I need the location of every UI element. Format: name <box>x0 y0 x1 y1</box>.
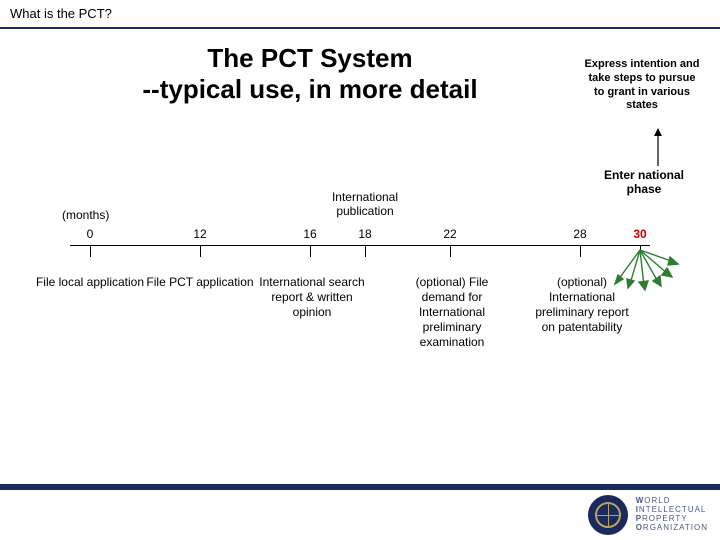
timeline-tick-label: 16 <box>303 227 316 241</box>
timeline-tick <box>200 245 201 257</box>
timeline-diagram: (months) 0121618222830International publ… <box>40 190 700 430</box>
timeline-above-label: International publication <box>315 190 415 219</box>
timeline-axis <box>70 245 650 246</box>
footer: WORLD INTELLECTUAL PROPERTY ORGANIZATION <box>0 484 720 540</box>
timeline-tick <box>90 245 91 257</box>
timeline-below-label: International search report & written op… <box>257 275 367 320</box>
timeline-tick-label: 12 <box>193 227 206 241</box>
wipo-org-text: WORLD INTELLECTUAL PROPERTY ORGANIZATION <box>636 497 708 532</box>
timeline-tick-label: 22 <box>443 227 456 241</box>
timeline-tick <box>365 245 366 257</box>
timeline-below-label: File PCT application <box>145 275 255 290</box>
express-intention-note: Express intention and take steps to purs… <box>582 58 702 113</box>
timeline-tick-label: 28 <box>573 227 586 241</box>
timeline-below-label: File local application <box>35 275 145 290</box>
timeline-tick-label: 0 <box>87 227 94 241</box>
timeline-tick <box>580 245 581 257</box>
wipo-logo-icon <box>588 495 628 535</box>
phase-up-arrow <box>648 128 668 168</box>
months-label: (months) <box>62 208 109 222</box>
timeline-below-label: (optional) File demand for International… <box>397 275 507 350</box>
timeline-tick-label: 18 <box>358 227 371 241</box>
timeline-tick <box>450 245 451 257</box>
title-line2: --typical use, in more detail <box>142 74 477 104</box>
timeline-tick <box>310 245 311 257</box>
title-line1: The PCT System <box>207 43 412 73</box>
breadcrumb: What is the PCT? <box>0 0 720 29</box>
burst-arrows <box>614 236 694 296</box>
